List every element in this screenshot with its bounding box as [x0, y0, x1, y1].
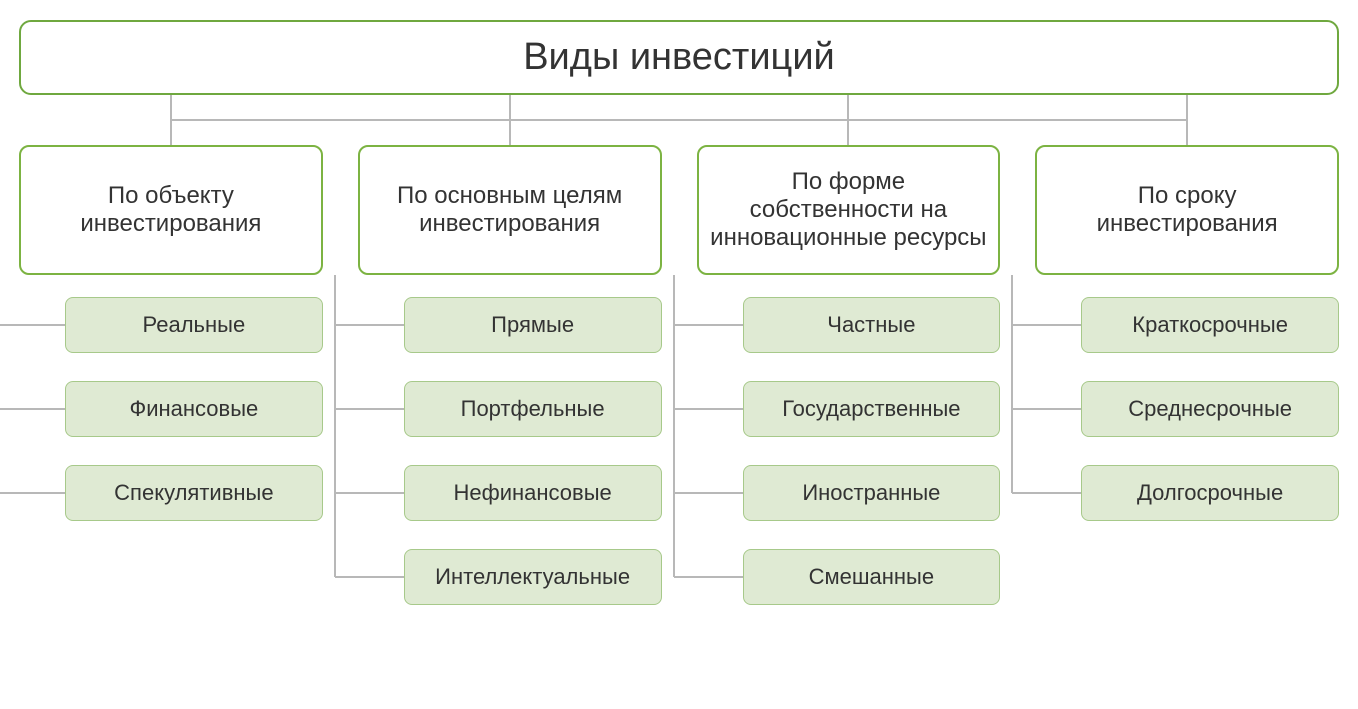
tree-diagram: Виды инвестиций По объекту инвестировани… — [19, 20, 1339, 605]
item-node: Краткосрочные — [1081, 297, 1339, 353]
item-node: Прямые — [404, 297, 662, 353]
category-node: По форме собственности на инновационные … — [697, 145, 1001, 275]
category-label: По форме собственности на инновационные … — [707, 168, 991, 252]
connector — [171, 119, 1187, 121]
connector — [509, 95, 511, 120]
item-label: Прямые — [491, 312, 574, 337]
item-label: Смешанные — [809, 564, 934, 589]
category-node: По сроку инвестирования — [1035, 145, 1339, 275]
items-list: Прямые Портфельные Нефинансовые Интеллектуа… — [358, 297, 662, 605]
item-label: Государственные — [782, 396, 960, 421]
item-node: Государственные — [743, 381, 1001, 437]
branches-row: По объекту инвестирования Реальные Финансо… — [19, 145, 1339, 605]
category-node: По основным целям инвестирования — [358, 145, 662, 275]
connector — [509, 120, 511, 145]
items-list: Краткосрочные Среднесрочные Долгосрочные — [1035, 297, 1339, 521]
item-label: Финансовые — [129, 396, 258, 421]
category-node: По объекту инвестирования — [19, 145, 323, 275]
item-label: Портфельные — [461, 396, 605, 421]
items-list: Частные Государственные Иностранные Смешанн… — [697, 297, 1001, 605]
item-node: Иностранные — [743, 465, 1001, 521]
category-label: По сроку инвестирования — [1045, 182, 1329, 238]
item-node: Интеллектуальные — [404, 549, 662, 605]
item-label: Краткосрочные — [1132, 312, 1288, 337]
item-label: Реальные — [143, 312, 246, 337]
category-label: По объекту инвестирования — [29, 182, 313, 238]
item-label: Иностранные — [802, 480, 940, 505]
items-list: Реальные Финансовые Спекулятивные — [19, 297, 323, 521]
item-node: Частные — [743, 297, 1001, 353]
item-node: Нефинансовые — [404, 465, 662, 521]
root-title: Виды инвестиций — [523, 36, 835, 78]
branch: По объекту инвестирования Реальные Финансо… — [19, 145, 323, 605]
item-label: Долгосрочные — [1137, 480, 1283, 505]
connector — [847, 120, 849, 145]
item-node: Портфельные — [404, 381, 662, 437]
root-node: Виды инвестиций — [19, 20, 1339, 95]
item-label: Интеллектуальные — [435, 564, 630, 589]
item-label: Спекулятивные — [114, 480, 273, 505]
item-node: Спекулятивные — [65, 465, 323, 521]
branch: По сроку инвестирования Краткосрочные Сред… — [1035, 145, 1339, 605]
connector — [847, 95, 849, 120]
item-label: Нефинансовые — [453, 480, 611, 505]
connector — [170, 120, 172, 145]
item-label: Частные — [827, 312, 915, 337]
connector — [1186, 120, 1188, 145]
item-node: Среднесрочные — [1081, 381, 1339, 437]
item-node: Финансовые — [65, 381, 323, 437]
branch: По основным целям инвестирования Прямые По… — [358, 145, 662, 605]
category-label: По основным целям инвестирования — [368, 182, 652, 238]
item-node: Долгосрочные — [1081, 465, 1339, 521]
item-node: Смешанные — [743, 549, 1001, 605]
item-node: Реальные — [65, 297, 323, 353]
item-label: Среднесрочные — [1128, 396, 1292, 421]
connector — [1186, 95, 1188, 120]
connector — [170, 95, 172, 120]
branch: По форме собственности на инновационные … — [697, 145, 1001, 605]
